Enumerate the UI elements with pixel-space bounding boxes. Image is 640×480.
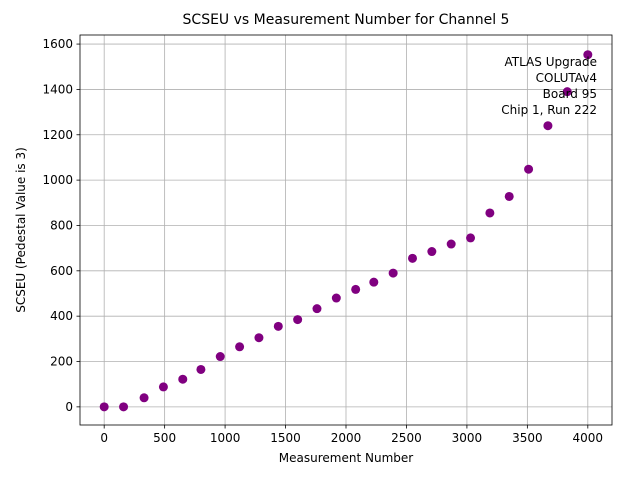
y-tick-label: 1000 bbox=[42, 173, 73, 187]
data-point bbox=[119, 402, 129, 412]
annotation-line: ATLAS Upgrade bbox=[504, 55, 597, 69]
data-point bbox=[196, 364, 206, 374]
data-point bbox=[543, 121, 553, 131]
data-point bbox=[485, 208, 495, 218]
data-point bbox=[215, 352, 225, 362]
x-tick-label: 3500 bbox=[512, 431, 543, 445]
y-tick-label: 1600 bbox=[42, 37, 73, 51]
data-point bbox=[446, 239, 456, 249]
y-tick-label: 1400 bbox=[42, 82, 73, 96]
annotation-line: Chip 1, Run 222 bbox=[501, 103, 597, 117]
y-axis-label: SCSEU (Pedestal Value is 3) bbox=[14, 147, 28, 313]
data-point bbox=[254, 333, 264, 343]
x-tick-label: 2500 bbox=[391, 431, 422, 445]
x-axis-ticks: 0 500 1000 1500 2000 2500 3000 3500 4000 bbox=[100, 425, 603, 445]
data-point bbox=[312, 304, 322, 314]
y-tick-label: 0 bbox=[65, 400, 73, 414]
annotation-line: Board 95 bbox=[543, 87, 597, 101]
x-axis-label: Measurement Number bbox=[279, 451, 413, 465]
y-tick-label: 600 bbox=[50, 264, 73, 278]
data-point bbox=[504, 191, 514, 201]
y-tick-label: 400 bbox=[50, 309, 73, 323]
data-point bbox=[427, 247, 437, 257]
data-point bbox=[583, 50, 593, 60]
x-tick-label: 4000 bbox=[573, 431, 604, 445]
x-tick-label: 1000 bbox=[210, 431, 241, 445]
x-tick-label: 2000 bbox=[331, 431, 362, 445]
data-point bbox=[408, 253, 417, 263]
y-tick-label: 800 bbox=[50, 218, 73, 232]
data-point bbox=[293, 315, 303, 325]
data-point bbox=[178, 374, 188, 384]
y-tick-label: 200 bbox=[50, 355, 73, 369]
data-point bbox=[158, 382, 168, 392]
y-tick-label: 1200 bbox=[42, 128, 73, 142]
data-point bbox=[351, 284, 361, 294]
x-tick-label: 0 bbox=[100, 431, 108, 445]
y-axis-ticks: 0 200 400 600 800 1000 1200 1400 1600 bbox=[42, 37, 80, 414]
x-tick-label: 500 bbox=[153, 431, 176, 445]
data-point bbox=[369, 277, 379, 287]
data-point bbox=[466, 233, 476, 243]
data-points bbox=[99, 50, 593, 412]
data-point bbox=[99, 402, 109, 412]
grid bbox=[80, 35, 612, 425]
chart-annotation: ATLAS Upgrade COLUTAv4 Board 95 Chip 1, … bbox=[501, 55, 597, 117]
data-point bbox=[235, 342, 245, 352]
data-point bbox=[273, 321, 283, 331]
data-point bbox=[388, 268, 398, 278]
x-tick-label: 1500 bbox=[270, 431, 301, 445]
x-tick-label: 3000 bbox=[452, 431, 483, 445]
data-point bbox=[139, 393, 149, 403]
data-point bbox=[331, 293, 341, 303]
chart-title: SCSEU vs Measurement Number for Channel … bbox=[183, 12, 510, 28]
data-point bbox=[524, 164, 534, 174]
data-point bbox=[562, 87, 572, 97]
annotation-line: COLUTAv4 bbox=[536, 71, 597, 85]
